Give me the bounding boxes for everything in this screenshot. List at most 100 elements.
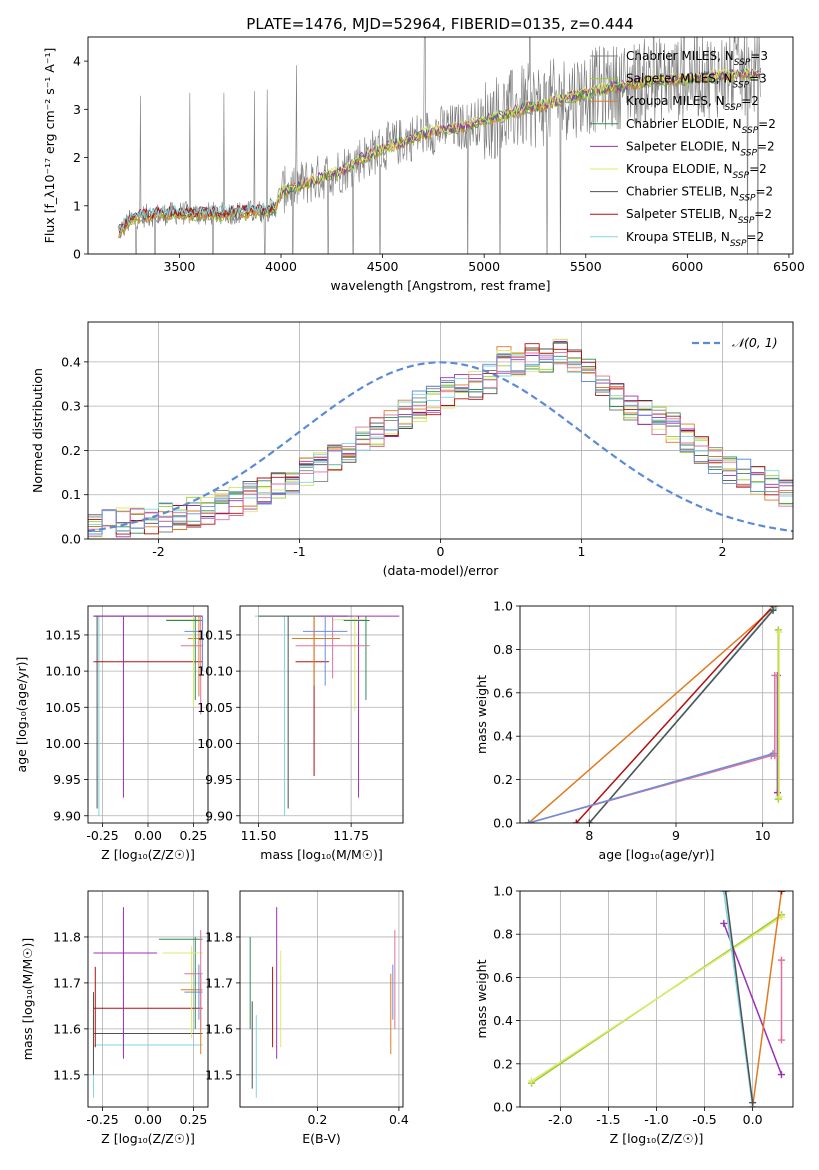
y-axis-label: mass weight	[474, 959, 489, 1038]
axes-frame	[87, 605, 209, 824]
plot-area	[240, 606, 403, 823]
x-tick-label: 0.00	[134, 1112, 162, 1127]
y-tick-label: 0.4	[493, 1013, 513, 1028]
panel-mass_vs_ebv: 0.2 0.4 11.5 11.6 11.7 11.8 E(B-V)	[205, 890, 409, 1146]
axes-frame	[519, 890, 794, 1108]
weight-marker	[525, 819, 533, 823]
weight-marker	[777, 956, 785, 964]
y-tick-label: 11.7	[205, 975, 233, 990]
histogram-salpeter-miles	[88, 338, 793, 539]
y-tick-label: 10.00	[197, 736, 233, 751]
y-tick-label: 10.00	[45, 736, 81, 751]
plot-area	[88, 322, 793, 539]
x-tick-label: -2	[152, 544, 164, 559]
y-axis-label: mass [log₁₀(M/M☉)]	[20, 938, 35, 1060]
x-axis-label: Z [log₁₀(Z/Z☉)]	[101, 1131, 195, 1146]
panel-weight_vs_age: 8 9 10 0.0 0.2 0.4 0.6 0.8 1.0 age [log₁₀(age/yr)…	[474, 599, 794, 862]
gaussian-curve	[88, 361, 793, 533]
legend-entry: Salpeter STELIB, NSSP=2	[626, 207, 772, 226]
y-tick-label: 9.95	[205, 772, 233, 787]
y-tick-label: 10.05	[197, 700, 233, 715]
x-tick-label: 4500	[367, 259, 399, 274]
weight-marker	[773, 789, 781, 797]
weight-marker	[720, 891, 728, 895]
y-tick-label: 1	[73, 198, 81, 213]
weight-marker	[720, 919, 728, 927]
panel-mass_vs_Z: -0.25 0.00 0.25 11.5 11.6 11.7 11.8 Z [log₁₀(Z/…	[20, 890, 209, 1146]
histogram-chabrier-stelib	[88, 342, 793, 539]
y-tick-label: 11.6	[53, 1021, 81, 1036]
weight-marker	[777, 1036, 785, 1044]
legend-gaussian-label: 𝒩(0, 1)	[732, 335, 778, 350]
legend-entry: Chabrier MILES, NSSP=3	[626, 49, 768, 68]
y-tick-label: 4	[73, 54, 81, 69]
y-tick-label: 0.6	[493, 685, 513, 700]
plot-area	[88, 606, 208, 823]
axes-frame	[519, 605, 794, 824]
legend-entry: Chabrier ELODIE, NSSP=2	[626, 117, 776, 136]
y-tick-label: 0.3	[61, 399, 81, 414]
panel-residuals: -2 -1 0 1 2 0.0 0.1 0.2 0.3 0.4 (data-model)/error…	[30, 321, 794, 578]
x-tick-label: 0.2	[307, 1112, 327, 1127]
x-tick-label: 3500	[164, 259, 196, 274]
x-tick-label: 9	[672, 828, 680, 843]
x-tick-label: -2.0	[548, 1112, 572, 1127]
x-tick-label: 8	[585, 828, 593, 843]
y-tick-label: 9.95	[53, 772, 81, 787]
x-axis-label: mass [log₁₀(M/M☉)]	[260, 847, 382, 862]
x-tick-label: 2	[719, 544, 727, 559]
weight-marker	[528, 1077, 536, 1085]
x-tick-label: 10	[755, 828, 771, 843]
x-tick-label: -0.25	[86, 1112, 118, 1127]
weight-line	[723, 891, 754, 1107]
y-tick-label: 0.2	[61, 443, 81, 458]
plot-area	[520, 891, 793, 1107]
y-tick-label: 11.5	[205, 1067, 233, 1082]
y-axis-label: mass weight	[474, 675, 489, 754]
weight-line	[528, 752, 774, 823]
weight-marker	[775, 793, 783, 801]
weight-marker	[572, 819, 580, 823]
x-axis-label: wavelength [Angstrom, rest frame]	[330, 278, 550, 293]
panel-age_vs_mass: 11.50 11.75 9.90 9.95 10.00 10.05 10.10 10.15 ma…	[197, 605, 404, 862]
weight-marker	[771, 752, 779, 760]
plot-area	[240, 891, 403, 1107]
x-axis-label: age [log₁₀(age/yr)]	[599, 847, 715, 862]
x-axis-label: Z [log₁₀(Z/Z☉)]	[610, 1131, 704, 1146]
weight-marker	[777, 891, 785, 895]
axes-frame	[239, 890, 404, 1108]
x-tick-label: 0.00	[134, 828, 162, 843]
x-tick-label: 6500	[773, 259, 805, 274]
x-tick-label: 0.4	[389, 1112, 409, 1127]
panel-age_vs_Z: -0.25 0.00 0.25 9.90 9.95 10.00 10.05 10.10 10.1…	[14, 605, 209, 862]
y-tick-label: 3	[73, 102, 81, 117]
y-tick-label: 10.10	[45, 664, 81, 679]
y-axis-label: age [log₁₀(age/yr)]	[14, 657, 29, 773]
y-tick-label: 0.2	[493, 772, 513, 787]
legend-entry: Chabrier STELIB, NSSP=2	[626, 185, 773, 204]
axes-frame	[87, 36, 794, 255]
weight-line	[724, 891, 754, 1103]
x-tick-label: 11.75	[333, 828, 369, 843]
y-tick-label: 0.8	[493, 927, 513, 942]
y-tick-label: 10.05	[45, 700, 81, 715]
x-tick-label: 0.25	[180, 828, 208, 843]
y-tick-label: 10.15	[197, 627, 233, 642]
x-axis-label: E(B-V)	[302, 1131, 341, 1146]
model-line-salpeter-stelib	[118, 204, 275, 234]
y-tick-label: 0.2	[493, 1056, 513, 1071]
x-tick-label: 0.0	[743, 1112, 763, 1127]
x-tick-label: -1.5	[596, 1112, 620, 1127]
x-axis-label: (data-model)/error	[383, 563, 500, 578]
x-tick-label: 1	[578, 544, 586, 559]
legend-entry: Kroupa ELODIE, NSSP=2	[626, 162, 767, 181]
y-tick-label: 0.4	[493, 729, 513, 744]
y-tick-label: 10.15	[45, 627, 81, 642]
y-tick-label: 11.7	[53, 975, 81, 990]
legend-entry: Kroupa MILES, NSSP=2	[626, 94, 759, 113]
y-tick-label: 0.0	[61, 532, 81, 547]
y-tick-label: 10.10	[197, 664, 233, 679]
y-tick-label: 2	[73, 150, 81, 165]
x-tick-label: 5500	[570, 259, 602, 274]
